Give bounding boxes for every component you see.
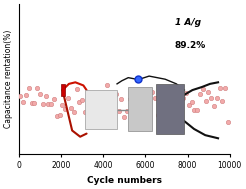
Point [190, 101, 194, 104]
Point [148, 103, 152, 106]
Point [198, 92, 202, 95]
Point [44, 95, 48, 98]
Point [159, 96, 163, 99]
Point [131, 93, 135, 96]
Point [103, 104, 107, 107]
Point [114, 92, 118, 95]
Point [55, 115, 59, 118]
Point [122, 115, 126, 118]
Point [63, 107, 67, 110]
Point [30, 101, 34, 104]
Point [223, 86, 227, 89]
Point [32, 101, 36, 104]
Point [86, 104, 90, 107]
Point [164, 105, 168, 108]
Point [97, 104, 101, 107]
Point [142, 111, 146, 114]
Point [209, 96, 213, 99]
Point [226, 121, 230, 124]
Point [58, 113, 62, 116]
Point [66, 96, 70, 99]
Point [38, 93, 42, 96]
Point [150, 90, 154, 93]
Point [52, 97, 56, 100]
Point [156, 114, 160, 117]
Point [75, 87, 78, 90]
Point [77, 101, 81, 104]
Point [111, 108, 115, 111]
Point [94, 96, 98, 99]
Point [128, 98, 132, 101]
Point [218, 86, 222, 89]
Point [173, 91, 177, 94]
Point [178, 102, 182, 105]
Point [162, 102, 166, 105]
Point [134, 98, 138, 101]
Point [120, 97, 123, 100]
Point [136, 100, 140, 103]
Point [24, 94, 28, 97]
Text: 89.2%: 89.2% [175, 41, 206, 50]
Point [176, 106, 180, 109]
Point [153, 96, 157, 99]
Point [35, 86, 39, 89]
Point [18, 95, 22, 98]
Point [117, 109, 121, 112]
Point [49, 103, 53, 106]
Text: 1 A/g: 1 A/g [175, 18, 201, 27]
Point [108, 99, 112, 102]
Point [192, 108, 196, 111]
Point [139, 101, 143, 105]
Y-axis label: Capacitance rentation(%): Capacitance rentation(%) [4, 30, 13, 128]
Point [201, 88, 205, 91]
Point [83, 111, 87, 114]
Point [91, 108, 95, 112]
Point [181, 96, 185, 99]
Point [80, 98, 84, 101]
Point [27, 87, 31, 90]
Point [106, 84, 109, 87]
Point [61, 104, 64, 107]
Point [72, 111, 76, 114]
Point [89, 98, 92, 101]
Point [206, 91, 210, 94]
Point [212, 104, 216, 107]
Point [187, 103, 191, 106]
Point [204, 100, 208, 103]
Point [69, 107, 73, 110]
Point [100, 101, 104, 105]
Point [145, 105, 149, 108]
Point [21, 100, 25, 103]
Point [220, 99, 224, 102]
Point [125, 110, 129, 113]
Point [46, 103, 50, 106]
Point [167, 94, 171, 97]
Point [184, 91, 188, 94]
Point [41, 103, 45, 106]
X-axis label: Cycle numbers: Cycle numbers [87, 176, 162, 185]
Point [215, 96, 219, 99]
Point [170, 91, 174, 94]
Point [195, 109, 199, 112]
